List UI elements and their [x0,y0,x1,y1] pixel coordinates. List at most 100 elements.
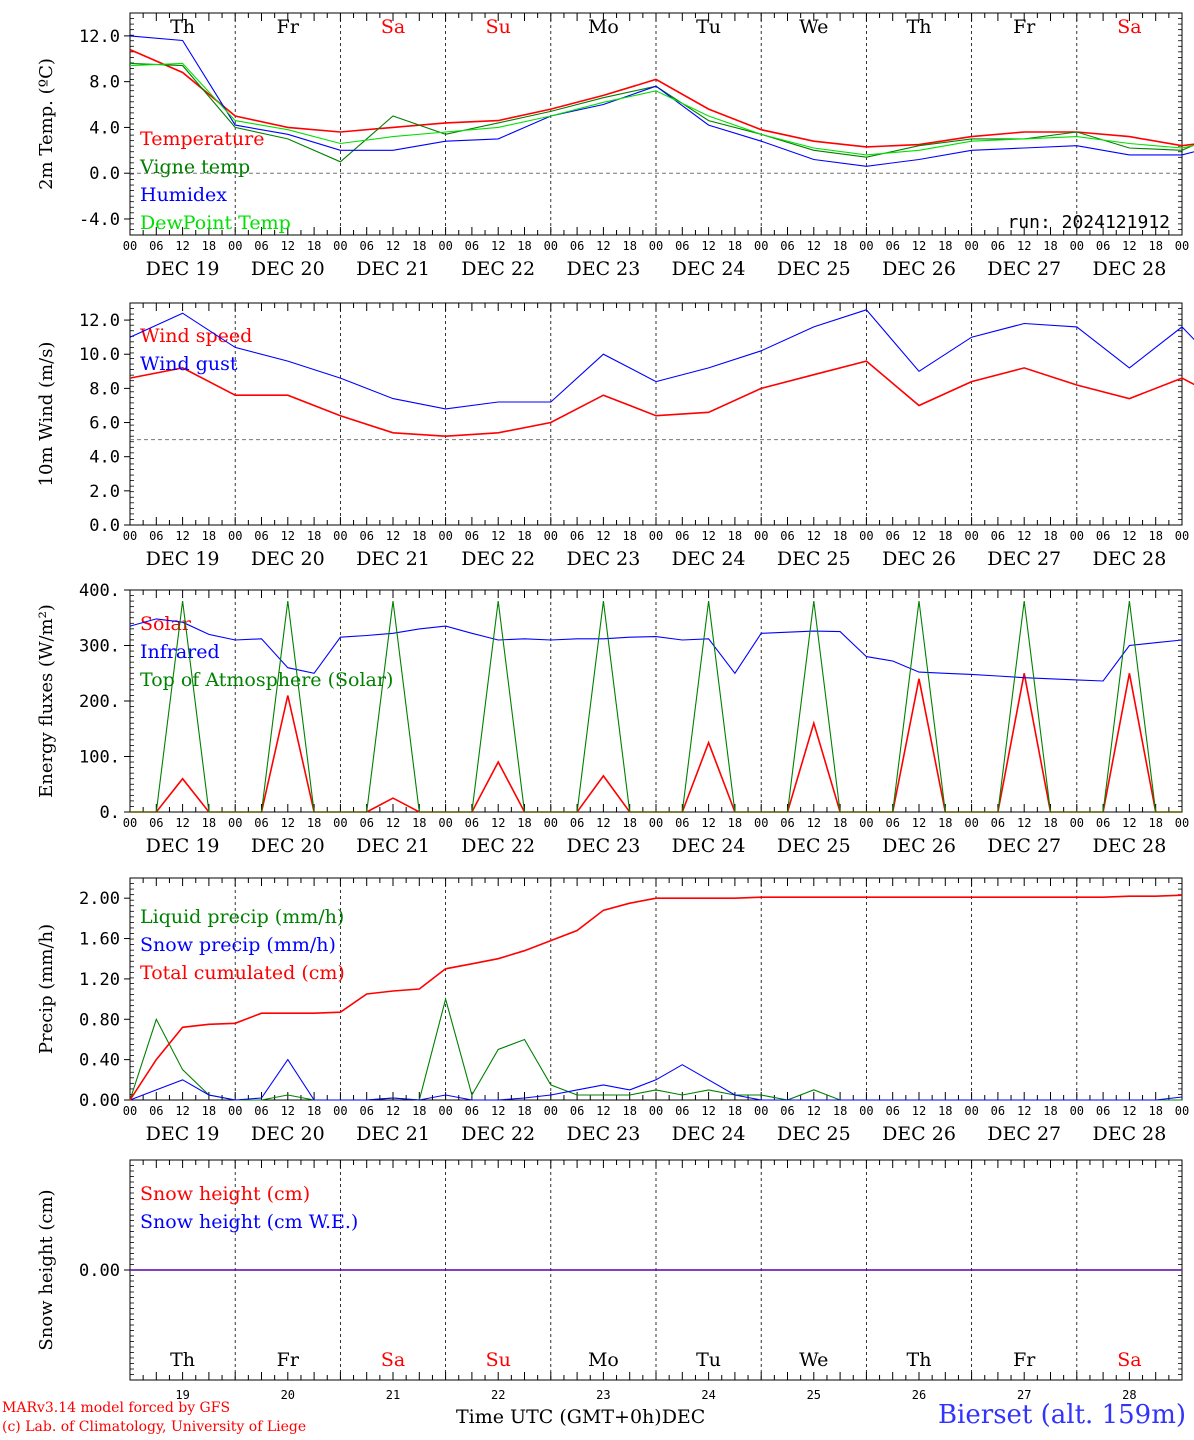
hour-tick-label: 06 [780,529,794,543]
y-tick-label: 8.0 [89,73,120,93]
hour-tick-label: 18 [307,529,321,543]
hour-tick-label: 00 [754,816,768,830]
series-line-total-cumulated-cm- [129,894,1183,1101]
hour-tick-label: 18 [1043,1104,1057,1118]
hour-tick-label: 12 [386,529,400,543]
hour-tick-label: 18 [307,1104,321,1118]
day-number-label: 21 [386,1388,400,1402]
date-label: DEC 25 [777,835,851,857]
hour-tick-label: 18 [412,529,426,543]
weekday-label: Su [486,16,511,38]
hour-tick-label: 00 [859,529,873,543]
hour-tick-label: 06 [149,239,163,253]
hour-tick-label: 06 [149,816,163,830]
station-label: Bierset (alt. 159m) [937,1400,1186,1430]
series-line-wind-gust [129,309,1194,410]
date-label: DEC 26 [882,548,956,570]
run-label: run: 2024121912 [1007,212,1170,233]
y-tick-label: -4.0 [79,210,120,230]
hour-tick-label: 12 [1017,529,1031,543]
hour-tick-label: 12 [701,816,715,830]
hour-tick-label: 06 [254,529,268,543]
weekday-label: Mo [588,1349,619,1371]
day-number-label: 20 [281,1388,295,1402]
hour-tick-label: 00 [649,529,663,543]
hour-tick-label: 18 [307,239,321,253]
day-number-label: 24 [701,1388,715,1402]
hour-tick-label: 06 [465,239,479,253]
hour-tick-label: 12 [807,239,821,253]
weekday-label: We [799,16,828,38]
hour-tick-label: 18 [412,239,426,253]
date-label: DEC 19 [146,1123,220,1145]
hour-tick-label: 12 [807,529,821,543]
hour-tick-label: 00 [1070,529,1084,543]
hour-tick-label: 18 [728,816,742,830]
hour-tick-label: 18 [1043,239,1057,253]
hour-tick-label: 00 [228,239,242,253]
hour-tick-label: 00 [649,816,663,830]
y-tick-label: 0.0 [89,516,120,536]
y-tick-label: 0.40 [79,1051,120,1071]
hour-tick-label: 00 [123,1104,137,1118]
weekday-label: Sa [1117,16,1141,38]
hour-tick-label: 00 [333,1104,347,1118]
hour-tick-label: 00 [859,816,873,830]
hour-tick-label: 18 [938,239,952,253]
hour-tick-label: 06 [991,1104,1005,1118]
hour-tick-label: 12 [912,529,926,543]
hour-tick-label: 18 [1043,816,1057,830]
hour-tick-label: 00 [228,1104,242,1118]
hour-tick-label: 18 [833,1104,847,1118]
hour-tick-label: 00 [438,239,452,253]
weekday-label: Sa [381,1349,405,1371]
series-line-wind-speed [129,360,1194,438]
hour-tick-label: 06 [570,529,584,543]
hour-tick-label: 18 [833,529,847,543]
hour-tick-label: 06 [570,239,584,253]
hour-tick-label: 12 [386,1104,400,1118]
hour-tick-label: 12 [912,239,926,253]
hour-tick-label: 06 [570,816,584,830]
hour-tick-label: 00 [1070,1104,1084,1118]
hour-tick-label: 00 [964,239,978,253]
panel-4: 2.00 1.60 1.20 0.80 0.40 0.00 Precip (mm/h) Liq… [36,877,1189,1145]
day-number-label: 25 [807,1388,821,1402]
y-tick-label: 2.00 [79,889,120,909]
weekday-label: Mo [588,16,619,38]
date-label: DEC 21 [356,258,430,280]
hour-tick-label: 12 [1017,1104,1031,1118]
weekday-label: Th [170,1349,195,1371]
legend-entry: Infrared [140,641,220,663]
hour-tick-label: 06 [359,816,373,830]
date-label: DEC 22 [461,1123,535,1145]
hour-tick-label: 06 [149,1104,163,1118]
hour-tick-label: 12 [701,529,715,543]
date-label: DEC 28 [1092,835,1166,857]
hour-tick-label: 18 [412,1104,426,1118]
hour-tick-label: 06 [675,1104,689,1118]
hour-tick-label: 00 [438,816,452,830]
y-tick-label: 6.0 [89,414,120,434]
date-label: DEC 26 [882,835,956,857]
hour-tick-label: 00 [333,529,347,543]
hour-tick-label: 18 [1148,239,1162,253]
hour-tick-label: 06 [780,1104,794,1118]
series-line-top-of-atmosphere-solar- [130,601,1182,813]
hour-tick-label: 18 [622,1104,636,1118]
hour-tick-label: 12 [491,816,505,830]
legend-entry: Temperature [140,128,264,150]
hour-tick-label: 00 [1175,816,1189,830]
hour-tick-label: 06 [1096,1104,1110,1118]
date-label: DEC 20 [251,258,325,280]
day-number-label: 23 [596,1388,610,1402]
hour-tick-label: 06 [885,1104,899,1118]
hour-tick-label: 12 [807,1104,821,1118]
hour-tick-label: 18 [412,816,426,830]
y-tick-label: 12.0 [79,311,120,331]
series-line-temperature [129,48,1194,148]
legend-entry: Snow height (cm) [140,1183,310,1205]
hour-tick-label: 06 [675,239,689,253]
date-label: DEC 23 [566,1123,640,1145]
